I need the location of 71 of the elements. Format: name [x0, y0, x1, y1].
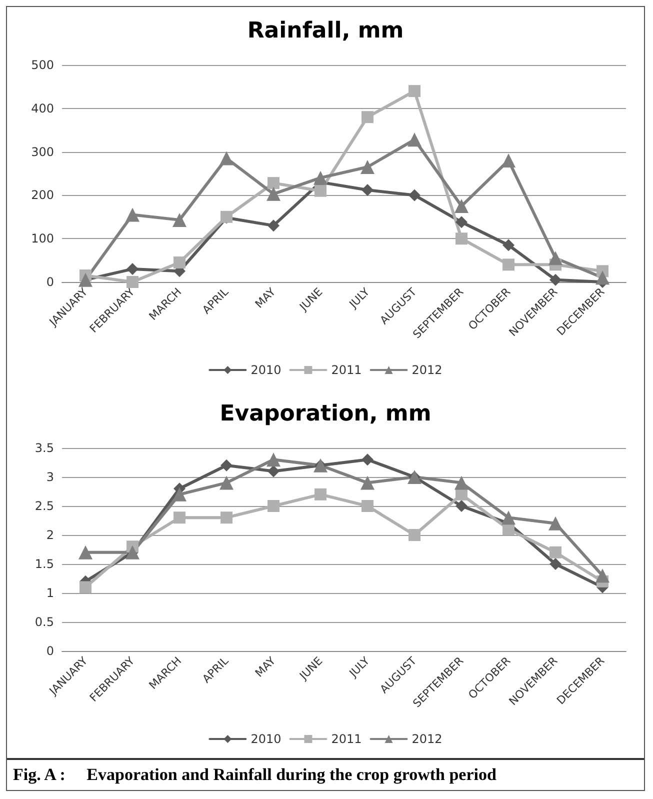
point: [266, 186, 280, 201]
point: [596, 568, 610, 583]
y-tick-label: 0.5: [34, 615, 54, 629]
point: [362, 454, 374, 466]
point: [126, 208, 140, 222]
point: [408, 132, 422, 147]
chart-title: Rainfall, mm: [247, 18, 404, 44]
y-tick-label: 2.5: [34, 499, 54, 513]
point: [220, 512, 232, 524]
y-tick-label: 400: [31, 101, 54, 116]
point: [268, 465, 280, 478]
point: [550, 558, 562, 570]
legend-label: 2010: [250, 363, 282, 377]
y-tick-label: 0: [46, 644, 54, 658]
y-tick-label: 1.5: [34, 557, 54, 571]
point: [220, 459, 232, 472]
y-tick-label: 500: [31, 58, 54, 72]
y-tick-label: 100: [31, 232, 54, 246]
point: [502, 258, 514, 271]
point: [596, 270, 610, 285]
point: [360, 476, 374, 490]
point: [454, 476, 468, 490]
y-tick-label: 0: [46, 275, 54, 289]
point: [456, 232, 468, 245]
point: [126, 262, 138, 275]
point: [220, 476, 234, 490]
point: [172, 487, 186, 502]
y-tick-label: 200: [31, 188, 54, 202]
point: [78, 545, 92, 560]
point: [408, 189, 420, 202]
legend-label: 2010: [250, 732, 282, 746]
point: [126, 276, 138, 288]
point: [362, 184, 374, 196]
legend-label: 2012: [412, 732, 442, 746]
point: [314, 184, 326, 197]
point: [80, 581, 92, 594]
point: [266, 452, 280, 467]
point: [456, 216, 468, 228]
point: [314, 488, 326, 500]
point: [454, 199, 468, 214]
point: [268, 500, 280, 512]
point: [408, 529, 420, 541]
point: [502, 153, 516, 168]
point: [314, 170, 328, 185]
point: [550, 274, 562, 286]
y-tick-label: 3.5: [34, 441, 54, 455]
point: [172, 212, 186, 227]
point: [362, 111, 374, 124]
y-tick-label: 1: [46, 586, 54, 600]
point: [174, 256, 186, 268]
point: [408, 85, 420, 98]
legend-label: 2011: [331, 363, 362, 377]
point: [268, 220, 280, 232]
y-tick-label: 2: [46, 528, 54, 542]
point: [362, 500, 374, 512]
legend-label: 2011: [331, 732, 362, 746]
legend-label: 2012: [412, 363, 442, 377]
point: [268, 177, 280, 190]
point: [548, 251, 562, 266]
point: [548, 516, 562, 530]
y-tick-label: 300: [31, 144, 54, 159]
point: [174, 512, 186, 524]
point: [360, 160, 374, 174]
point: [502, 510, 516, 525]
point: [550, 546, 562, 558]
chart-title: Evaporation, mm: [220, 402, 432, 426]
point: [456, 500, 468, 512]
point: [502, 239, 514, 252]
y-tick-label: 3: [46, 470, 54, 484]
text: Fig. A : Evaporation and Rainfall during the crop growth period: [7, 758, 644, 790]
point: [220, 151, 234, 166]
